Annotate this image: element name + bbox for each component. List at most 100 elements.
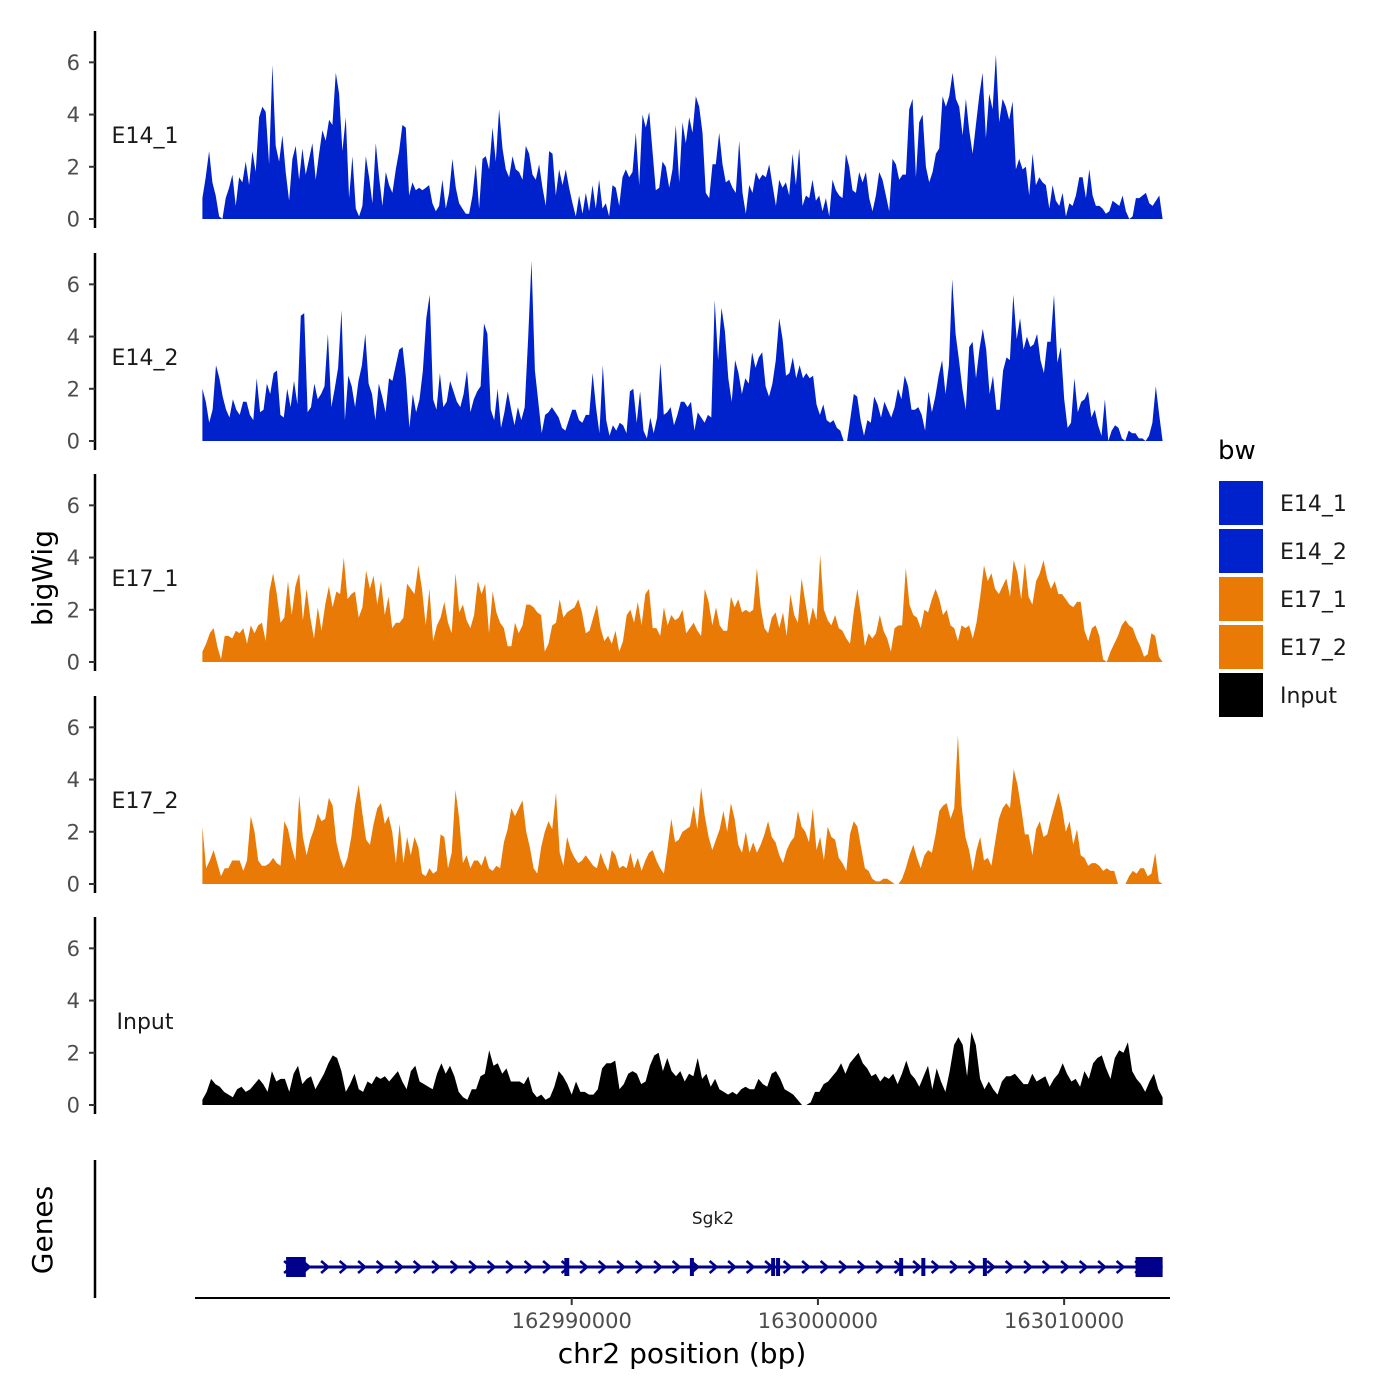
strand-arrow bbox=[1115, 1260, 1126, 1274]
legend-label: E17_2 bbox=[1280, 636, 1347, 661]
y-tick-label: 4 bbox=[67, 325, 80, 349]
legend-swatch bbox=[1219, 481, 1263, 525]
strand-arrow bbox=[819, 1260, 830, 1274]
y-tick-label: 2 bbox=[67, 598, 80, 622]
strand-arrow bbox=[1060, 1260, 1071, 1274]
strand-arrow bbox=[1023, 1260, 1034, 1274]
strand-arrow bbox=[930, 1260, 941, 1274]
y-tick-label: 4 bbox=[67, 768, 80, 792]
strand-arrow bbox=[967, 1260, 978, 1274]
signal-area-e14-2 bbox=[202, 260, 1163, 441]
y-tick-label: 0 bbox=[67, 208, 80, 232]
strand-arrow bbox=[431, 1260, 442, 1274]
exon bbox=[286, 1257, 306, 1277]
legend-swatch bbox=[1219, 529, 1263, 573]
track-label: E14_1 bbox=[112, 124, 179, 149]
track-e17-2: 0 2 4 6 E17_2 bbox=[67, 696, 1163, 897]
y-tick-label: 4 bbox=[67, 103, 80, 127]
legend-label: E14_2 bbox=[1280, 540, 1347, 565]
strand-arrow bbox=[708, 1260, 719, 1274]
y-tick-label: 6 bbox=[67, 937, 80, 961]
y-tick-label: 0 bbox=[67, 873, 80, 897]
gene-track: Sgk2 bbox=[93, 1160, 1163, 1298]
y-tick-label: 2 bbox=[67, 1041, 80, 1065]
y-tick-label: 0 bbox=[67, 430, 80, 454]
strand-arrow bbox=[468, 1260, 479, 1274]
signal-area-input bbox=[202, 1031, 1163, 1105]
exon bbox=[1135, 1257, 1163, 1277]
strand-arrow bbox=[579, 1260, 590, 1274]
strand-arrow bbox=[1041, 1260, 1052, 1274]
y-tick-label: 6 bbox=[67, 273, 80, 297]
track-e14-2: 0 2 4 6 E14_2 bbox=[67, 253, 1163, 454]
strand-arrow bbox=[782, 1260, 793, 1274]
gene-name-label: Sgk2 bbox=[692, 1209, 734, 1229]
strand-arrow bbox=[505, 1260, 516, 1274]
y-tick-label: 2 bbox=[67, 820, 80, 844]
strand-arrow bbox=[338, 1260, 349, 1274]
strand-arrow bbox=[745, 1260, 756, 1274]
x-axis-title: chr2 position (bp) bbox=[558, 1337, 807, 1370]
legend-label: Input bbox=[1280, 684, 1337, 709]
legend-title: bw bbox=[1218, 436, 1256, 466]
strand-arrow bbox=[412, 1260, 423, 1274]
track-input: 0 2 4 6 Input bbox=[67, 917, 1163, 1118]
legend-swatch bbox=[1219, 625, 1263, 669]
x-tick-label: 162990000 bbox=[512, 1309, 632, 1333]
strand-arrow bbox=[523, 1260, 534, 1274]
exon bbox=[776, 1258, 781, 1276]
strand-arrow bbox=[912, 1260, 923, 1274]
strand-arrow bbox=[856, 1260, 867, 1274]
signal-area-e17-2 bbox=[202, 735, 1163, 884]
strand-arrow bbox=[838, 1260, 849, 1274]
signal-area-e14-1 bbox=[202, 54, 1163, 219]
strand-arrow bbox=[1004, 1260, 1015, 1274]
legend-swatch bbox=[1219, 577, 1263, 621]
strand-arrow bbox=[1078, 1260, 1089, 1274]
legend-label: E14_1 bbox=[1280, 492, 1347, 517]
strand-arrow bbox=[653, 1260, 664, 1274]
y-tick-label: 6 bbox=[67, 494, 80, 518]
strand-arrow bbox=[949, 1260, 960, 1274]
strand-arrow bbox=[597, 1260, 608, 1274]
exon bbox=[564, 1258, 570, 1276]
strand-arrow bbox=[1097, 1260, 1108, 1274]
strand-arrow bbox=[542, 1260, 553, 1274]
strand-arrow bbox=[375, 1260, 386, 1274]
exon bbox=[921, 1258, 926, 1276]
exon bbox=[982, 1258, 987, 1276]
x-axis: 162990000 163000000 163010000 bbox=[195, 1297, 1170, 1333]
legend-label: E17_1 bbox=[1280, 588, 1347, 613]
track-label: E17_1 bbox=[112, 567, 179, 592]
legend-swatch bbox=[1219, 673, 1263, 717]
strand-arrow bbox=[449, 1260, 460, 1274]
strand-arrow bbox=[986, 1260, 997, 1274]
y-tick-label: 2 bbox=[67, 155, 80, 179]
strand-arrow bbox=[727, 1260, 738, 1274]
y-tick-label: 6 bbox=[67, 51, 80, 75]
strand-arrow bbox=[634, 1260, 645, 1274]
track-e14-1: 0 2 4 6 E14_1 bbox=[67, 31, 1163, 232]
y-tick-label: 0 bbox=[67, 651, 80, 675]
y-tick-label: 2 bbox=[67, 377, 80, 401]
strand-arrow bbox=[875, 1260, 886, 1274]
strand-arrow bbox=[486, 1260, 497, 1274]
exon bbox=[689, 1258, 694, 1276]
track-label: E14_2 bbox=[112, 346, 179, 371]
exon bbox=[771, 1258, 776, 1276]
y-tick-label: 4 bbox=[67, 546, 80, 570]
strand-arrow bbox=[616, 1260, 627, 1274]
strand-arrow bbox=[357, 1260, 368, 1274]
x-tick-label: 163000000 bbox=[758, 1309, 878, 1333]
y-tick-label: 4 bbox=[67, 989, 80, 1013]
y-tick-label: 0 bbox=[67, 1094, 80, 1118]
signal-tracks: 0 2 4 6 E14_1 0 2 4 6 E14_2 0 2 4 6 E17_1 0 2 4 6 E17_2 0 2 4 6… bbox=[67, 31, 1163, 1118]
track-e17-1: 0 2 4 6 E17_1 bbox=[67, 474, 1163, 675]
track-label: E17_2 bbox=[112, 789, 179, 814]
y-axis-title: bigWig bbox=[26, 530, 59, 626]
y-tick-label: 6 bbox=[67, 716, 80, 740]
strand-arrow bbox=[671, 1260, 682, 1274]
strand-arrow bbox=[394, 1260, 405, 1274]
x-tick-label: 163010000 bbox=[1004, 1309, 1124, 1333]
